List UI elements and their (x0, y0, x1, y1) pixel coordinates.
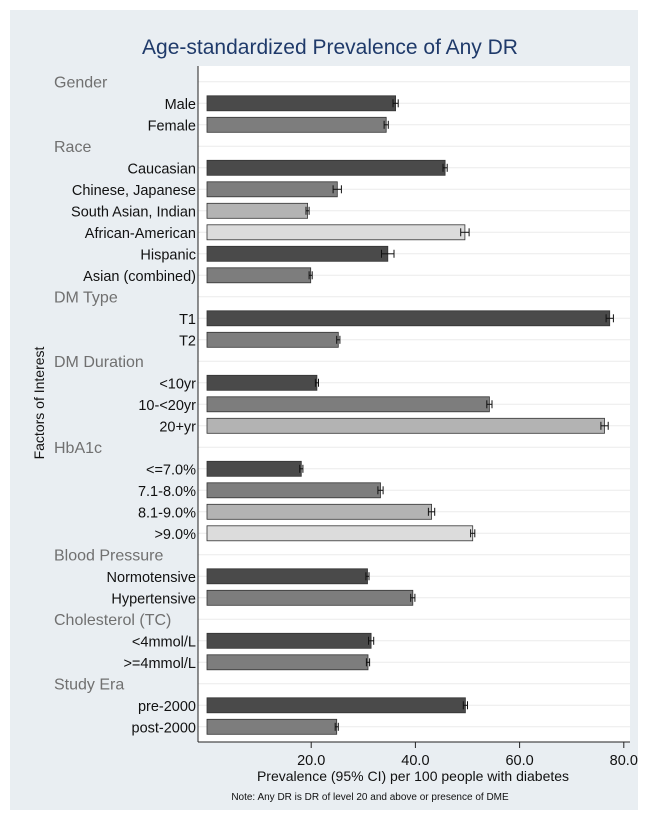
group-label: Study Era (54, 676, 124, 693)
category-label: post-2000 (132, 720, 197, 736)
bar (206, 245, 389, 262)
category-label: South Asian, Indian (71, 204, 196, 220)
category-label: 20+yr (159, 419, 196, 435)
bars (206, 95, 614, 735)
category-label: Male (165, 97, 196, 113)
category-label: 7.1-8.0% (138, 484, 196, 500)
bar (206, 417, 605, 434)
category-label: Hypertensive (111, 591, 196, 607)
category-label: >9.0% (154, 527, 196, 543)
x-tick-label: 40.0 (401, 753, 429, 769)
x-axis-label: Prevalence (95% CI) per 100 people with … (257, 768, 569, 784)
bar (206, 525, 474, 542)
category-label: T1 (179, 312, 196, 328)
bar (206, 159, 446, 176)
x-tick-label: 20.0 (297, 753, 325, 769)
bar (206, 396, 490, 413)
group-label: Gender (54, 74, 108, 91)
category-label: Chinese, Japanese (72, 183, 196, 199)
bar (206, 95, 397, 112)
bar (206, 654, 369, 671)
group-label: Cholesterol (TC) (54, 612, 171, 629)
category-label: Hispanic (140, 247, 196, 263)
category-label: Female (148, 118, 196, 134)
bar (206, 116, 387, 133)
bar (206, 589, 414, 606)
group-label: DM Duration (54, 354, 144, 371)
bar (206, 697, 466, 714)
category-label: <10yr (159, 376, 196, 392)
bar (206, 310, 611, 327)
bar (206, 718, 338, 735)
y-axis-label: Factors of Interest (31, 346, 47, 459)
category-label: <=7.0% (146, 462, 196, 478)
category-label: 10-<20yr (138, 398, 196, 414)
x-tick-label: 60.0 (505, 753, 533, 769)
group-label: Blood Pressure (54, 547, 163, 564)
category-label: Asian (combined) (83, 269, 196, 285)
bar (206, 482, 381, 499)
group-label: DM Type (54, 289, 118, 306)
bar (206, 503, 433, 520)
bar (206, 568, 368, 585)
category-label: African-American (85, 226, 196, 242)
bar (206, 181, 338, 198)
category-label: Normotensive (107, 570, 196, 586)
category-label: >=4mmol/L (123, 656, 196, 672)
group-label: Race (54, 139, 91, 156)
bar (206, 331, 339, 348)
category-label: <4mmol/L (132, 634, 196, 650)
category-labels: Gender Male Female Race Caucasian Chinese, Ja… (54, 74, 196, 736)
chart-note: Note: Any DR is DR of level 20 and above… (231, 792, 509, 803)
category-label: Caucasian (127, 161, 196, 177)
category-label: pre-2000 (138, 699, 196, 715)
bar (206, 224, 466, 241)
chart-title: Age-standardized Prevalence of Any DR (142, 36, 518, 59)
category-label: T2 (179, 333, 196, 349)
bar (206, 374, 318, 391)
bar (206, 460, 302, 477)
group-label: HbA1c (54, 440, 102, 457)
category-label: 8.1-9.0% (138, 505, 196, 521)
x-axis-ticks: 20.0 40.0 60.0 80.0 (297, 742, 638, 769)
bar (206, 267, 312, 284)
bar (206, 202, 308, 219)
bar (206, 632, 372, 649)
x-tick-label: 80.0 (610, 753, 638, 769)
